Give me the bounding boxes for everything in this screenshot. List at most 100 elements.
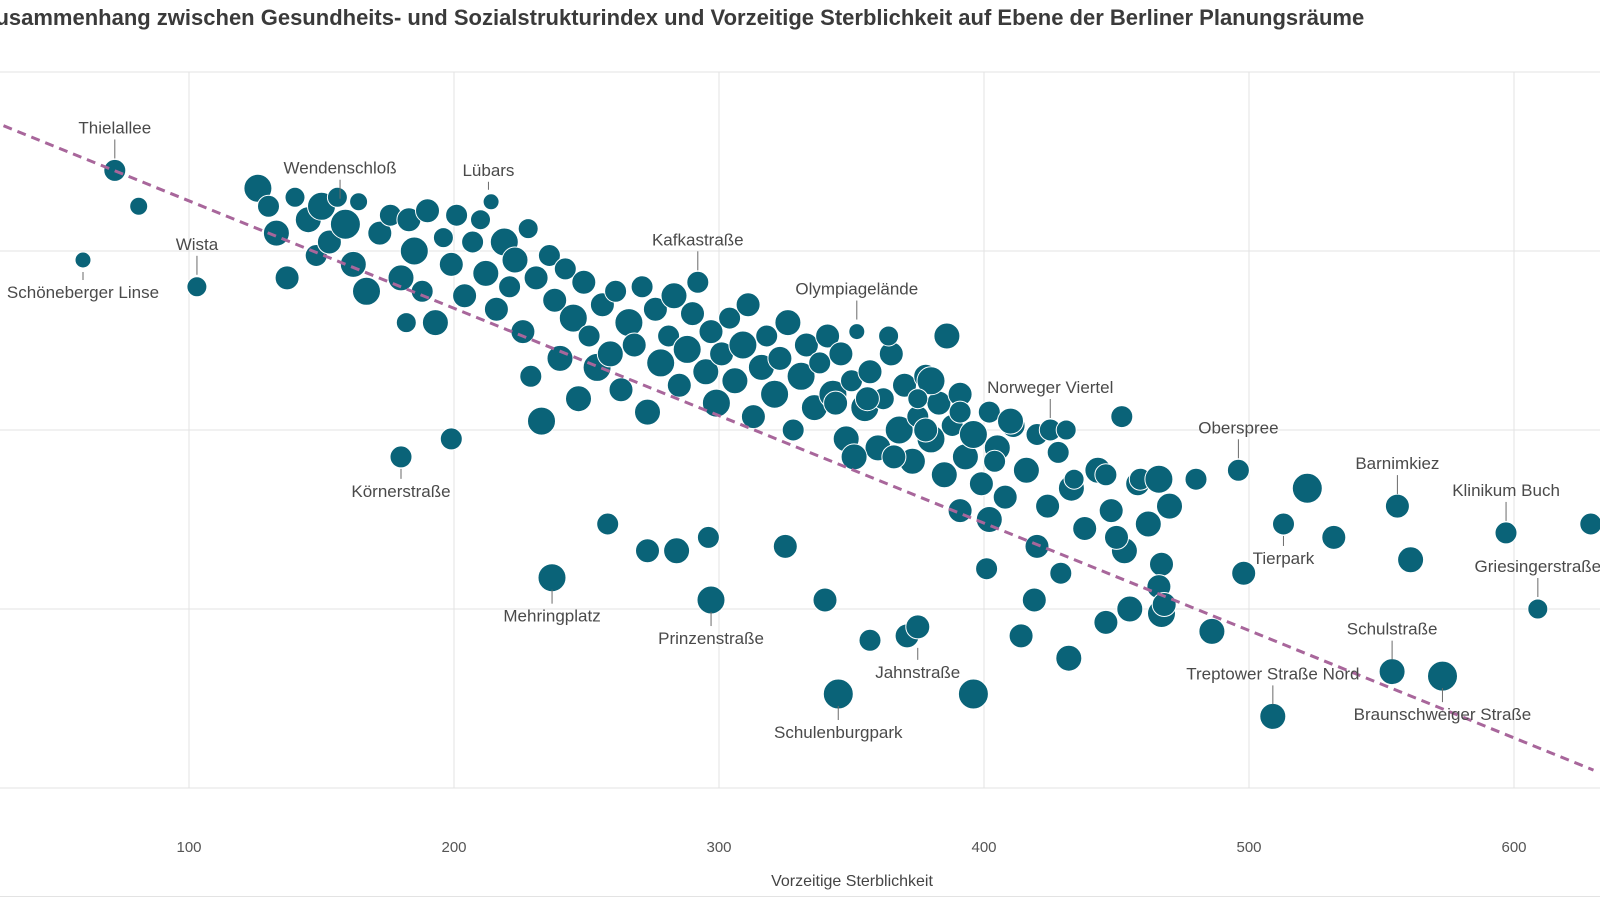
data-point xyxy=(523,265,549,291)
annotation-label: Norweger Viertel xyxy=(987,378,1113,397)
data-point xyxy=(822,678,854,710)
data-point xyxy=(1098,498,1124,524)
data-point xyxy=(630,275,654,299)
data-point xyxy=(517,218,539,240)
data-point xyxy=(857,359,883,385)
data-point xyxy=(1055,419,1077,441)
data-point xyxy=(672,334,702,364)
data-point xyxy=(1291,472,1323,504)
data-point xyxy=(878,325,900,347)
data-point xyxy=(642,296,668,322)
data-point xyxy=(740,404,766,430)
annotation-label: Schöneberger Linse xyxy=(7,283,159,302)
data-point xyxy=(815,323,841,349)
data-point xyxy=(1021,587,1047,613)
data-point xyxy=(1151,592,1177,617)
data-point xyxy=(812,587,838,613)
data-point xyxy=(1104,524,1129,550)
data-point xyxy=(604,279,628,303)
data-point xyxy=(774,309,802,337)
data-point xyxy=(635,538,660,564)
data-point xyxy=(1055,644,1083,672)
data-point xyxy=(432,227,454,249)
data-point xyxy=(760,379,790,409)
data-point xyxy=(767,345,793,371)
annotation-label: Olympiagelände xyxy=(795,280,918,299)
annotation-label: Körnerstraße xyxy=(351,482,450,501)
annotation-label: Schulenburgpark xyxy=(774,723,903,742)
data-point xyxy=(483,296,509,322)
x-tick-label: 600 xyxy=(1501,839,1526,856)
data-point xyxy=(1579,512,1600,536)
data-point xyxy=(1259,702,1287,730)
data-point xyxy=(977,400,1001,424)
data-point xyxy=(755,324,779,348)
data-point xyxy=(1046,440,1070,464)
data-point xyxy=(470,209,491,231)
data-point xyxy=(975,506,1003,533)
data-point xyxy=(349,192,369,212)
annotation-label: Schulstraße xyxy=(1347,620,1438,639)
data-point xyxy=(501,246,529,274)
trendline-layer xyxy=(2,124,1595,772)
data-point xyxy=(1134,510,1162,538)
x-axis-label: Vorzeitige Sterblichkeit xyxy=(771,873,933,890)
data-point xyxy=(913,417,939,443)
data-point xyxy=(482,193,500,211)
data-point xyxy=(558,303,588,333)
data-point xyxy=(352,276,381,306)
data-point xyxy=(510,319,536,345)
annotation-label: Prinzenstraße xyxy=(658,629,764,648)
trendline xyxy=(2,124,1595,772)
data-point xyxy=(596,340,624,368)
data-point xyxy=(1184,467,1208,491)
data-point xyxy=(1094,463,1118,487)
annotation-label: Barnimkiez xyxy=(1355,454,1439,473)
data-point xyxy=(1012,456,1040,484)
data-point xyxy=(284,186,306,208)
annotation-label: Griesingerstraße xyxy=(1475,557,1600,576)
data-point xyxy=(634,398,661,426)
data-point xyxy=(1378,658,1406,686)
data-point xyxy=(274,265,300,291)
annotation-label: Tierpark xyxy=(1253,549,1315,568)
data-point xyxy=(701,388,731,418)
data-point xyxy=(772,533,798,559)
data-point xyxy=(452,283,478,309)
data-point xyxy=(472,259,500,287)
data-point xyxy=(395,312,417,334)
data-point xyxy=(103,158,127,182)
data-point xyxy=(968,471,994,497)
data-point xyxy=(257,194,280,218)
data-point xyxy=(646,348,676,378)
data-points xyxy=(74,158,1600,730)
data-point xyxy=(519,364,543,388)
data-point xyxy=(793,332,819,358)
data-point xyxy=(930,461,958,489)
data-point xyxy=(721,367,749,395)
data-point xyxy=(696,525,720,549)
data-point xyxy=(728,330,758,360)
annotation-label: Thielallee xyxy=(78,118,151,137)
data-point xyxy=(1049,561,1073,585)
data-point xyxy=(186,276,208,298)
data-point xyxy=(1024,533,1050,559)
x-tick-labels: 100 200 300 400 500 600 xyxy=(176,839,1526,856)
data-point xyxy=(438,251,464,277)
annotation-label: Mehringplatz xyxy=(503,607,600,626)
data-point xyxy=(614,308,644,338)
data-point xyxy=(339,250,367,278)
data-point xyxy=(696,585,726,615)
data-point xyxy=(992,484,1018,510)
data-point xyxy=(854,386,880,412)
data-point xyxy=(74,251,92,269)
data-point xyxy=(698,319,724,345)
data-point xyxy=(1063,468,1085,490)
annotation-label: Klinikum Buch xyxy=(1452,481,1560,500)
data-point xyxy=(537,244,561,267)
data-point xyxy=(958,420,988,449)
data-point xyxy=(1427,660,1458,692)
data-point xyxy=(858,628,882,652)
data-point xyxy=(905,614,931,640)
data-point xyxy=(389,445,413,469)
